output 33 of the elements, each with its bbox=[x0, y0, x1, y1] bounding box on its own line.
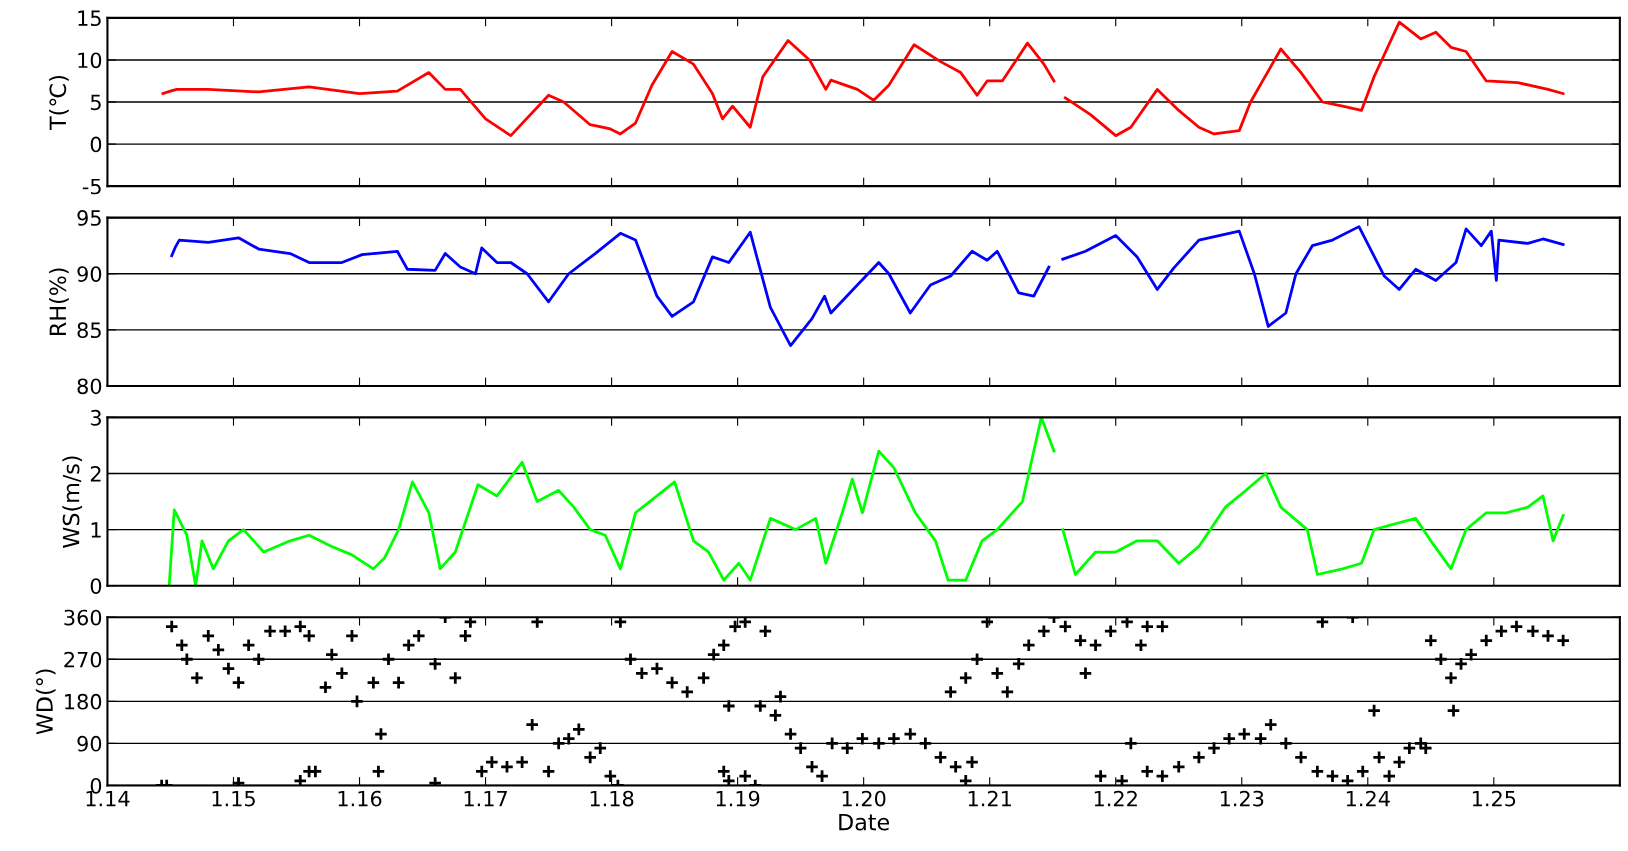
y-tick-label: 3 bbox=[90, 409, 101, 426]
x-tick-label: 1.18 bbox=[590, 790, 634, 807]
y-tick-label: 270 bbox=[64, 651, 102, 668]
y-tick-label: 1 bbox=[91, 522, 101, 538]
y-tick-label: 15 bbox=[78, 10, 101, 27]
x-tick-label: 1.25 bbox=[1472, 790, 1516, 807]
x-tick-label: 1.20 bbox=[842, 790, 886, 807]
x-tick-label: 1.19 bbox=[716, 790, 760, 807]
y-tick-label: 90 bbox=[77, 266, 102, 282]
x-tick-label: 1.22 bbox=[1094, 790, 1137, 807]
y-axis-title: WD(°) bbox=[35, 669, 56, 735]
y-tick-label: 85 bbox=[77, 322, 101, 339]
y-tick-label: 180 bbox=[65, 693, 102, 710]
y-tick-label: 5 bbox=[90, 94, 101, 111]
y-tick-label: 95 bbox=[77, 210, 101, 226]
y-tick-label: 90 bbox=[77, 735, 102, 752]
x-tick-label: 1.21 bbox=[968, 790, 1011, 807]
x-tick-label: 1.16 bbox=[338, 790, 382, 807]
y-tick-label: 2 bbox=[90, 465, 101, 482]
y-tick-label: 0 bbox=[90, 578, 102, 594]
x-axis-title: Date bbox=[839, 813, 890, 831]
y-tick-label: 80 bbox=[77, 378, 102, 395]
y-tick-label: -5 bbox=[82, 178, 101, 195]
y-tick-label: 0 bbox=[90, 136, 102, 153]
x-tick-label: 1.15 bbox=[212, 790, 255, 807]
y-tick-label: 10 bbox=[78, 52, 102, 69]
y-axis-title: WS(m/s) bbox=[62, 456, 83, 548]
x-tick-label: 1.17 bbox=[464, 790, 507, 807]
x-tick-label: 1.23 bbox=[1220, 790, 1264, 807]
y-axis-title: T(℃) bbox=[49, 75, 69, 131]
y-tick-label: 360 bbox=[64, 609, 102, 626]
x-tick-label: 1.24 bbox=[1346, 790, 1390, 807]
y-axis-title: RH(%) bbox=[49, 268, 69, 335]
